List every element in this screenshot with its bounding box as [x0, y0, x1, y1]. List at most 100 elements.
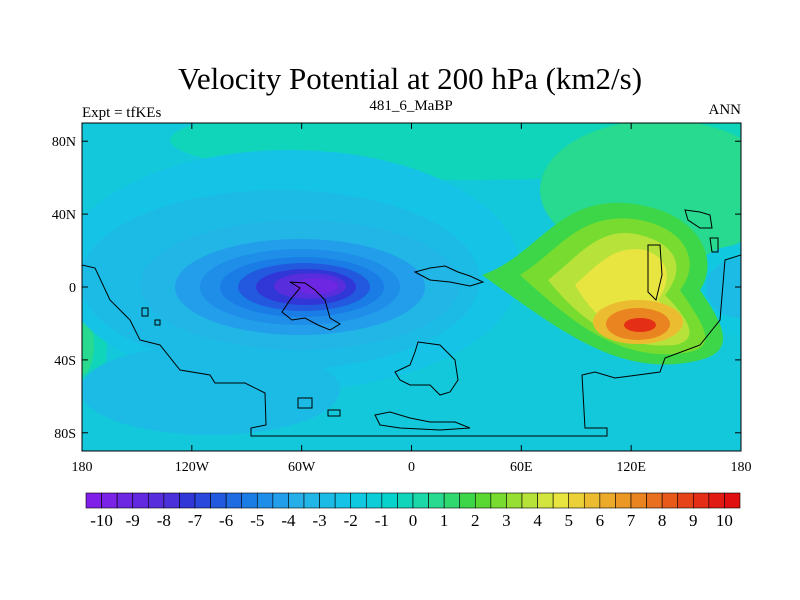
coast-island-2 [327, 409, 341, 417]
map-ticks: 180 120W 60W 0 60E 120E 180 80N 40N 0 40S 80S [52, 123, 752, 475]
coast-south-boundary [82, 254, 741, 437]
colorbar-label: 10 [716, 511, 733, 530]
colorbar-swatch [568, 492, 585, 509]
colorbar-label: -4 [281, 511, 296, 530]
x-tick-label: 60E [510, 460, 533, 475]
colorbar-swatch [288, 492, 305, 509]
colorbar-swatch [537, 492, 554, 509]
y-tick-label: 80N [52, 135, 76, 150]
colorbar-swatch [132, 492, 149, 509]
colorbar-label: 6 [596, 511, 605, 530]
coast-islands-east [709, 237, 719, 253]
colorbar-swatch [506, 492, 523, 509]
field-warm-max [624, 318, 656, 332]
y-tick-label: 0 [69, 281, 76, 296]
colorbar-label: 9 [689, 511, 698, 530]
colorbar-swatch [101, 492, 118, 509]
coast-north-africa [413, 265, 485, 287]
colorbar-swatch [319, 492, 336, 509]
field-blue-min [294, 278, 338, 294]
colorbar-swatch [552, 492, 570, 509]
colorbar-swatch [334, 492, 352, 509]
colorbar-swatch [615, 492, 632, 509]
colorbar-swatch [646, 492, 663, 509]
colorbar-swatch [724, 492, 741, 509]
colorbar-label: -5 [250, 511, 264, 530]
colorbar-swatch [85, 492, 102, 509]
colorbar-swatch [708, 492, 725, 509]
colorbar-label: -2 [344, 511, 358, 530]
colorbar-swatch [490, 492, 507, 509]
x-tick-label: 180 [72, 460, 93, 475]
field-east-blue-core [706, 258, 741, 318]
colorbar-swatch [692, 492, 710, 509]
colorbar-swatch [443, 492, 461, 509]
colorbar-label: -8 [157, 511, 171, 530]
coast-japan [684, 209, 713, 229]
colorbar-swatch [428, 492, 445, 509]
colorbar-swatch [521, 492, 538, 509]
y-tick-label: 80S [54, 427, 76, 442]
colorbar-label: 1 [440, 511, 449, 530]
colorbar-swatch [194, 492, 211, 509]
colorbar-swatch [630, 492, 647, 509]
field-south-lobe [82, 345, 340, 435]
colorbar-swatch [677, 492, 694, 509]
colorbar-swatch [583, 492, 601, 509]
colorbar-label: -1 [375, 511, 389, 530]
colorbar-swatch [350, 492, 367, 509]
y-tick-label: 40N [52, 208, 76, 223]
colorbar-swatch [241, 492, 258, 509]
colorbar-swatch [459, 492, 476, 509]
y-tick-label: 40S [54, 354, 76, 369]
colorbar-label: 0 [409, 511, 418, 530]
colorbar-label: 2 [471, 511, 480, 530]
coast-south-america [281, 281, 341, 331]
coast-island-4 [154, 319, 161, 326]
coast-southern-africa [394, 341, 459, 396]
coast-island-1 [297, 397, 313, 409]
x-tick-label: 120E [616, 460, 646, 475]
x-tick-label: 60W [288, 460, 316, 475]
coast-island-3 [141, 307, 149, 317]
colorbar-label: -3 [312, 511, 326, 530]
colorbar-label: -9 [126, 511, 140, 530]
colorbar-label: 8 [658, 511, 667, 530]
colorbar-swatch [210, 492, 227, 509]
coastlines [82, 209, 741, 437]
colorbar-swatch [412, 492, 429, 509]
colorbar-swatch [147, 492, 165, 509]
colorbar-swatch [661, 492, 679, 509]
velocity-potential-field [82, 123, 741, 435]
colorbar: -10 -9 -8 -7 -6 -5 -4 -3 -2 -1 0 1 2 3 4 5 6 7 8 9 10 [85, 492, 741, 530]
x-tick-label: 120W [175, 460, 210, 475]
figure-title: Velocity Potential at 200 hPa (km2/s) [178, 61, 642, 96]
colorbar-label: -10 [90, 511, 113, 530]
x-tick-label: 180 [731, 460, 752, 475]
colorbar-swatch [179, 492, 196, 509]
colorbar-swatch [256, 492, 274, 509]
colorbar-label: -6 [219, 511, 233, 530]
coast-maritime-continent [647, 244, 663, 301]
left-string: Expt = tfKEs [82, 105, 161, 121]
colorbar-swatch [225, 492, 243, 509]
colorbar-label: 5 [564, 511, 573, 530]
colorbar-swatch [116, 492, 134, 509]
center-string: 481_6_MaBP [369, 98, 452, 114]
map-area [82, 123, 741, 451]
colorbar-label: 3 [502, 511, 511, 530]
colorbar-label: 4 [533, 511, 542, 530]
colorbar-swatch [381, 492, 398, 509]
coast-antarctic-peninsula [374, 411, 471, 431]
colorbar-swatch [474, 492, 492, 509]
colorbar-swatch [163, 492, 180, 509]
colorbar-label: -7 [188, 511, 203, 530]
colorbar-swatch [272, 492, 289, 509]
colorbar-swatch [303, 492, 320, 509]
colorbar-swatch [599, 492, 616, 509]
colorbar-swatch [365, 492, 383, 509]
colorbar-swatch [397, 492, 414, 509]
x-tick-label: 0 [408, 460, 415, 475]
right-string: ANN [709, 102, 742, 118]
